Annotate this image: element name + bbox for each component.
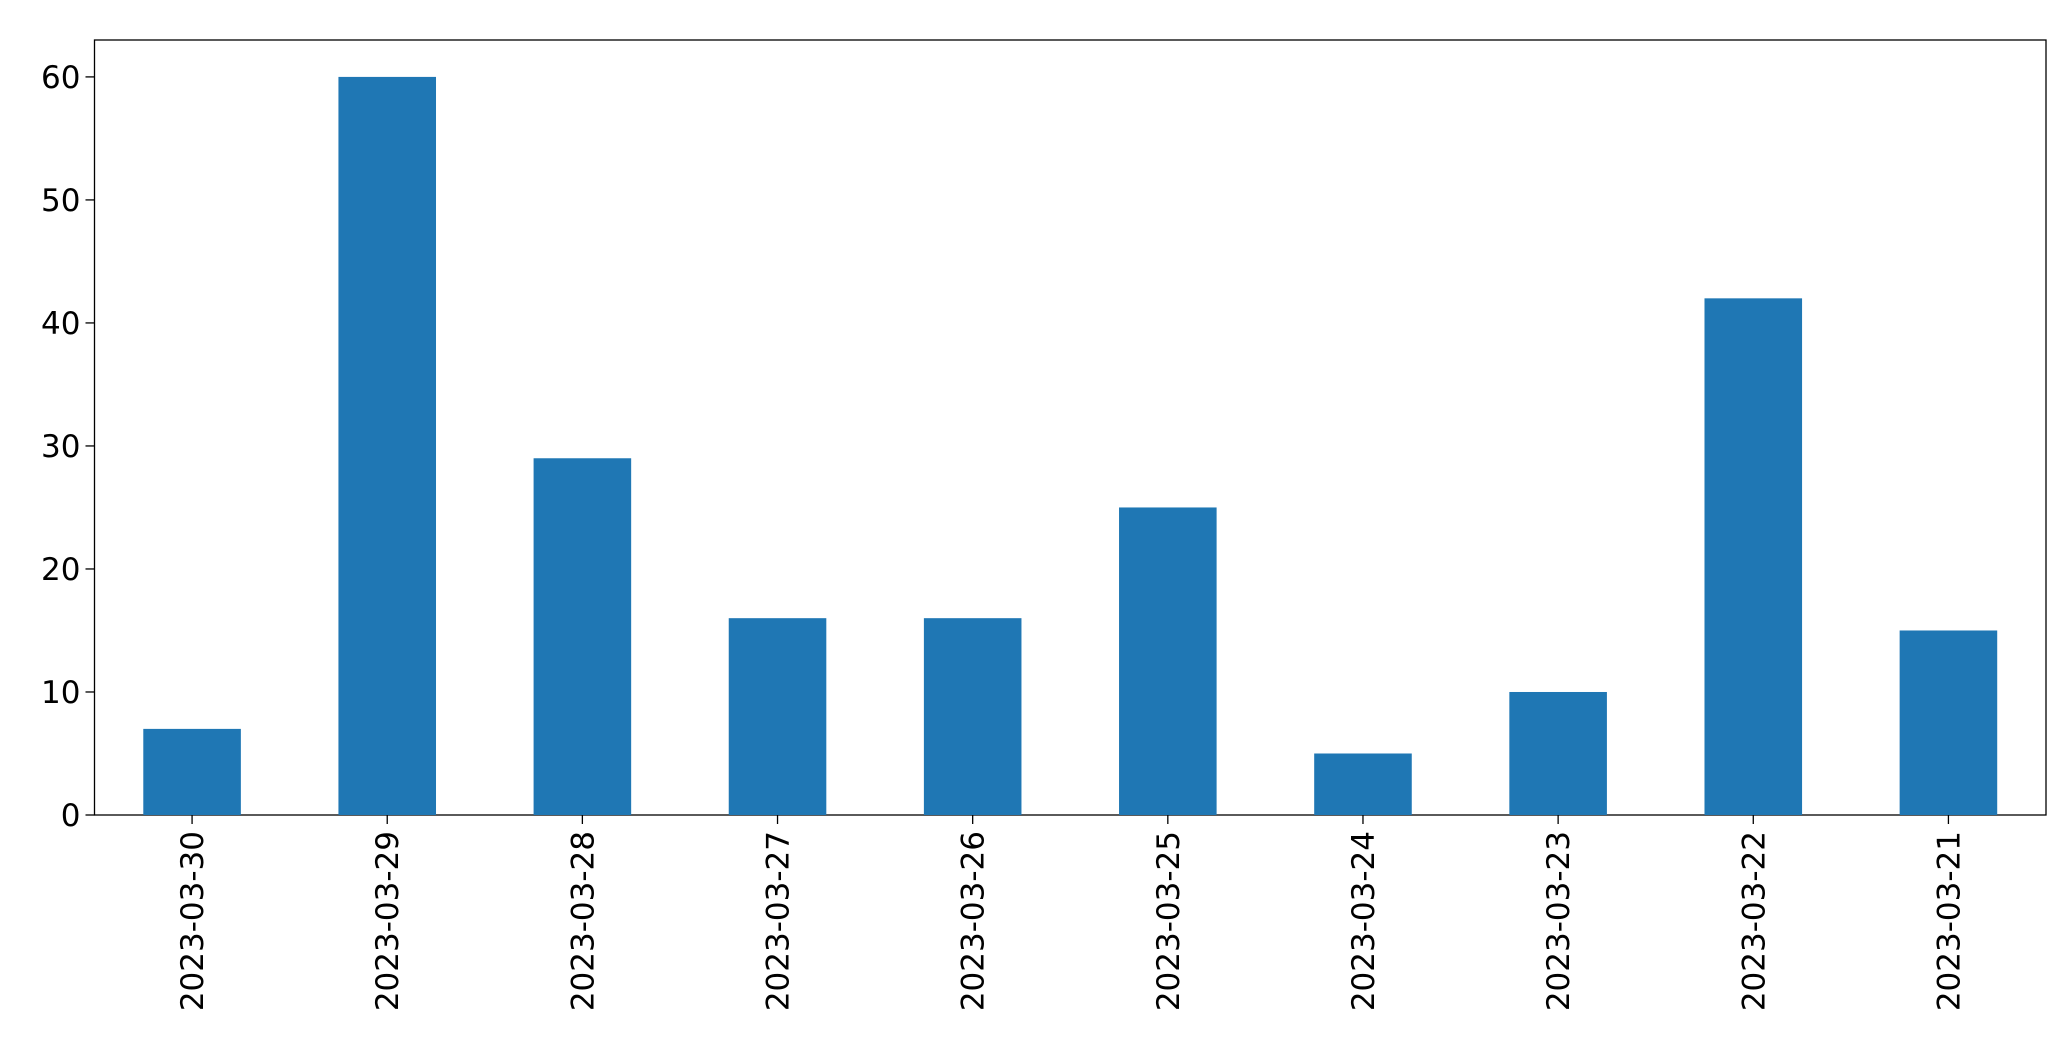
bar xyxy=(1314,753,1412,815)
y-tick-label: 30 xyxy=(41,429,80,465)
x-tick-label: 2023-03-26 xyxy=(956,831,992,1011)
x-tick-label: 2023-03-24 xyxy=(1346,831,1382,1011)
x-tick-label: 2023-03-22 xyxy=(1736,831,1772,1011)
bar xyxy=(923,618,1022,815)
bar xyxy=(143,728,241,815)
bar xyxy=(1899,630,1998,815)
bar xyxy=(728,618,827,815)
x-tick-label: 2023-03-29 xyxy=(370,831,406,1011)
axes-frame xyxy=(93,39,2047,816)
y-tick-label: 0 xyxy=(61,798,81,834)
x-tick-label: 2023-03-21 xyxy=(1931,831,1967,1011)
bar xyxy=(1704,298,1803,815)
y-tick-label: 10 xyxy=(41,675,80,711)
y-tick-label: 60 xyxy=(41,60,80,96)
x-tick-label: 2023-03-30 xyxy=(175,831,211,1011)
bar xyxy=(533,458,632,815)
y-tick-label: 40 xyxy=(41,306,80,342)
y-tick-label: 50 xyxy=(41,183,80,219)
x-tick-label: 2023-03-27 xyxy=(761,831,797,1011)
bar xyxy=(338,76,437,815)
bar xyxy=(1119,507,1217,815)
x-tick-label: 2023-03-25 xyxy=(1151,831,1187,1011)
bar xyxy=(1509,691,1607,815)
x-tick-label: 2023-03-23 xyxy=(1541,831,1577,1011)
x-tick-label: 2023-03-28 xyxy=(565,831,601,1011)
y-tick-label: 20 xyxy=(41,552,80,588)
